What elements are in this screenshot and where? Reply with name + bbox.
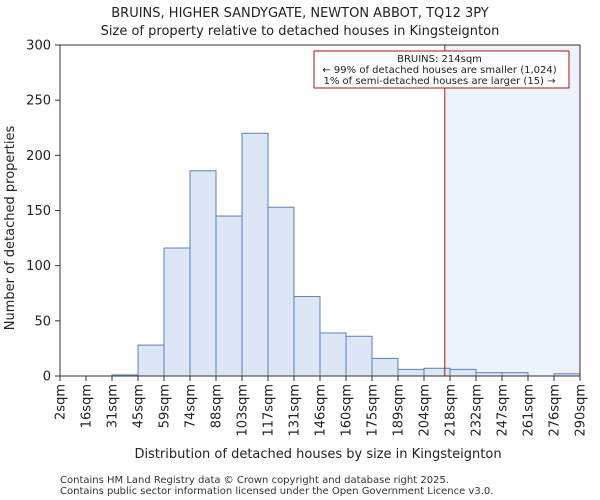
x-tick-label: 261sqm <box>522 384 537 437</box>
histogram-bar <box>163 247 191 377</box>
annotation-larger-text: 1% of semi-detached houses are larger (1… <box>323 76 555 87</box>
footer-line-2: Contains public sector information licen… <box>60 486 493 497</box>
x-tick-label: 103sqm <box>236 384 251 437</box>
y-tick-label: 0 <box>43 370 51 385</box>
x-tick-label: 247sqm <box>496 384 511 437</box>
y-tick-label: 200 <box>26 149 51 164</box>
chart-title: BRUINS, HIGHER SANDYGATE, NEWTON ABBOT, … <box>111 6 489 21</box>
x-tick-label: 160sqm <box>340 384 355 437</box>
chart-subtitle: Size of property relative to detached ho… <box>101 24 500 39</box>
histogram-bar <box>293 296 321 377</box>
annotation-box <box>313 50 570 89</box>
x-tick-label: 146sqm <box>314 384 329 437</box>
x-tick-label: 117sqm <box>262 384 277 437</box>
histogram-bar <box>397 368 425 377</box>
histogram-bar <box>319 332 347 377</box>
x-tick-label: 31sqm <box>106 384 121 428</box>
x-axis-label: Distribution of detached houses by size … <box>134 447 501 462</box>
x-tick-label: 276sqm <box>548 384 563 437</box>
x-tick-label: 88sqm <box>210 384 225 428</box>
histogram-bar <box>345 335 373 377</box>
x-tick-label: 74sqm <box>184 384 199 428</box>
x-tick-label: 189sqm <box>392 384 407 437</box>
histogram-bar <box>371 357 399 377</box>
histogram-bar <box>215 215 243 377</box>
x-tick-label: 204sqm <box>418 384 433 437</box>
x-tick-label: 16sqm <box>80 384 95 428</box>
histogram-bar <box>137 344 165 377</box>
footer-line-1: Contains HM Land Registry data © Crown c… <box>60 475 449 486</box>
y-axis-label: Number of detached properties <box>3 126 18 331</box>
histogram-bar <box>267 206 295 377</box>
x-tick-label: 2sqm <box>54 384 69 420</box>
x-tick-label: 290sqm <box>574 384 589 437</box>
y-tick-label: 300 <box>26 39 51 54</box>
histogram-bar <box>241 132 269 377</box>
annotation-smaller-text: ← 99% of detached houses are smaller (1,… <box>322 65 556 76</box>
y-tick-label: 50 <box>34 314 51 329</box>
larger-region-highlight <box>444 45 580 376</box>
annotation-title: BRUINS: 214sqm <box>397 54 482 65</box>
histogram-bar <box>423 367 451 377</box>
x-tick-label: 175sqm <box>366 384 381 437</box>
x-tick-label: 232sqm <box>470 384 485 437</box>
histogram-bar <box>189 170 217 377</box>
histogram-bar <box>449 368 477 377</box>
y-tick-label: 250 <box>26 94 51 109</box>
y-tick-label: 150 <box>26 204 51 219</box>
y-tick-label: 100 <box>26 259 51 274</box>
x-tick-label: 45sqm <box>132 384 147 428</box>
x-tick-label: 59sqm <box>158 384 173 428</box>
x-tick-label: 131sqm <box>288 384 303 437</box>
x-tick-label: 218sqm <box>444 384 459 437</box>
